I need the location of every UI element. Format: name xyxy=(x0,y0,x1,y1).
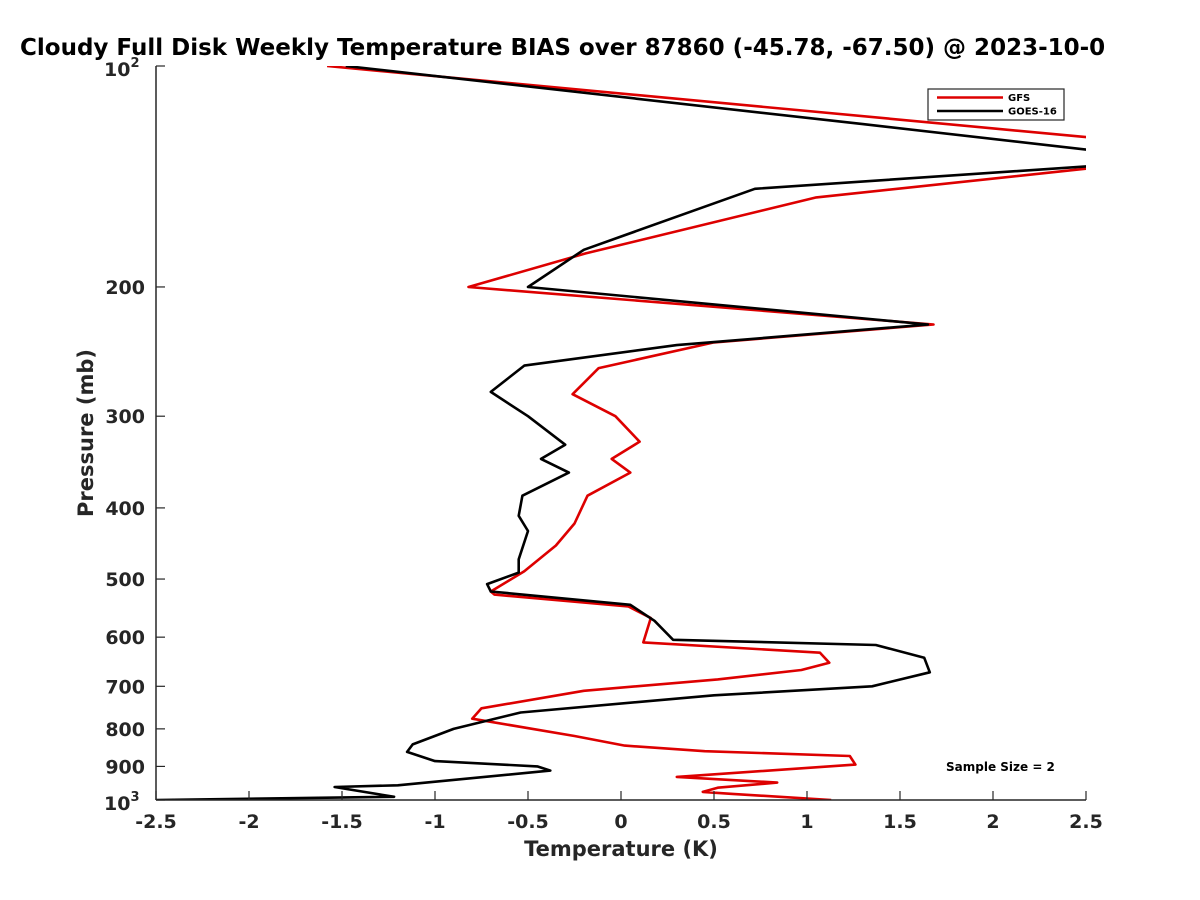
y-tick-label: 300 xyxy=(105,406,145,428)
x-tick-label: 2 xyxy=(986,811,999,833)
x-tick-label: -2.5 xyxy=(135,811,177,833)
y-tick-label: 900 xyxy=(105,756,145,778)
y-tick-label: 800 xyxy=(105,719,145,741)
x-tick-label: 0.5 xyxy=(697,811,731,833)
legend-label-gfs: GFS xyxy=(1008,93,1030,104)
chart-title: Cloudy Full Disk Weekly Temperature BIAS… xyxy=(20,35,1105,61)
x-tick-label: -2 xyxy=(238,811,259,833)
legend-label-goes-16: GOES-16 xyxy=(1008,107,1057,118)
x-tick-label: 1 xyxy=(800,811,813,833)
series-line-goes-16 xyxy=(156,66,1086,800)
y-tick-label: 400 xyxy=(105,498,145,520)
x-tick-label: 1.5 xyxy=(883,811,917,833)
y-bottom-tick-label: 103 xyxy=(104,790,140,815)
x-axis-label: Temperature (K) xyxy=(524,837,718,861)
y-tick-label: 600 xyxy=(105,627,145,649)
x-tick-label: 2.5 xyxy=(1069,811,1103,833)
x-tick-label: -0.5 xyxy=(507,811,549,833)
x-tick-label: 0 xyxy=(614,811,627,833)
x-tick-label: -1 xyxy=(424,811,445,833)
y-top-tick-label: 102 xyxy=(104,56,140,81)
y-axis-label: Pressure (mb) xyxy=(74,349,98,517)
y-tick-label: 500 xyxy=(105,569,145,591)
legend: GFS GOES-16 xyxy=(927,88,1065,121)
x-tick-label: -1.5 xyxy=(321,811,363,833)
series-line-gfs xyxy=(326,66,1086,800)
legend-box xyxy=(927,88,1065,121)
y-tick-label: 200 xyxy=(105,277,145,299)
y-tick-label: 700 xyxy=(105,676,145,698)
sample-size-annotation: Sample Size = 2 xyxy=(946,760,1055,774)
